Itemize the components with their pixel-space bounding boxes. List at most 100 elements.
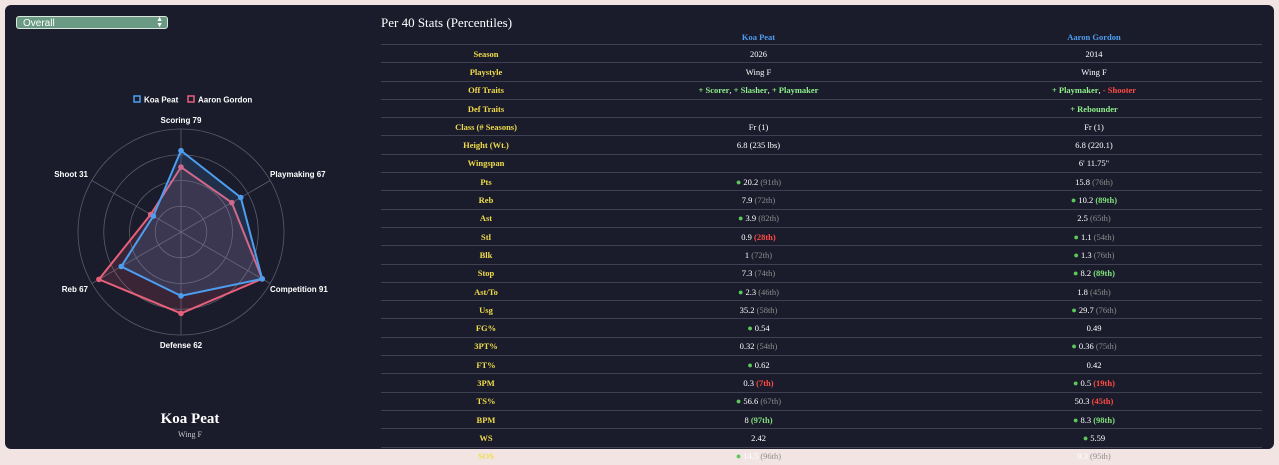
stat-value: 3.9 xyxy=(745,213,757,224)
stat-cell-p1: ● 2.3 (46th) xyxy=(591,281,926,301)
stat-percentile: (74th) xyxy=(754,268,776,279)
stat-value: 1.1 xyxy=(1080,231,1092,242)
radar-point xyxy=(237,194,244,201)
table-row: SOS ● 14.5 (96th) 9.3 (95th) xyxy=(381,446,1262,465)
stat-cell-p1: 0.3 (7th) xyxy=(591,373,926,393)
row-label: Stl xyxy=(381,226,591,246)
stat-cell-p2: ● 1.1 (54th) xyxy=(926,226,1262,246)
green-dot-icon: ● xyxy=(1073,377,1079,388)
row-label: Playstyle xyxy=(381,62,591,82)
radar-series-koa-peat xyxy=(119,149,264,297)
trait-tag: + Slasher xyxy=(733,85,768,96)
player-position: Wing F xyxy=(178,430,202,439)
stat-value: 0.36 xyxy=(1078,341,1094,352)
stat-cell-p2: 0.49 xyxy=(926,318,1262,338)
stat-value: 20.2 xyxy=(743,176,759,187)
header-label xyxy=(381,30,591,45)
trait-tag: + Rebounder xyxy=(1070,103,1118,114)
row-label: Stop xyxy=(381,263,591,283)
stat-cell-p2: 15.8 (76th) xyxy=(926,172,1262,191)
stat-percentile: (75th) xyxy=(1095,341,1117,352)
table-row: Blk 1 (72th) ● 1.3 (76th) xyxy=(381,245,1262,265)
table-row: Reb 7.9 (72th) ● 10.2 (89th) xyxy=(381,190,1262,210)
green-dot-icon: ● xyxy=(1073,231,1079,242)
green-dot-icon: ● xyxy=(735,176,742,187)
row-label: Season xyxy=(381,43,591,63)
stat-value: 10.2 xyxy=(1078,195,1094,206)
traits-cell-p2: + Rebounder xyxy=(926,98,1262,118)
row-label: Class (# Seasons) xyxy=(381,117,591,136)
trait-tag: + Playmaker xyxy=(771,85,819,96)
radar-point xyxy=(118,263,125,270)
stat-cell-p1: Fr (1) xyxy=(591,117,926,136)
stat-cell-p1: ● 3.9 (82th) xyxy=(591,208,926,228)
row-label: WS xyxy=(381,428,591,448)
stat-percentile: (76th) xyxy=(1092,176,1113,187)
table-row: Wingspan 6' 11.75" xyxy=(381,153,1262,173)
stat-cell-p2: ● 29.7 (76th) xyxy=(926,300,1262,319)
stat-value: 7.3 xyxy=(741,268,753,279)
stat-percentile: (76th) xyxy=(1093,249,1115,260)
stat-cell-p2: 0.42 xyxy=(926,355,1262,374)
row-label: 3PT% xyxy=(381,336,591,356)
green-dot-icon: ● xyxy=(747,359,753,370)
table-row: Off Traits + Scorer, + Slasher, + Playmak… xyxy=(381,80,1262,100)
table-row: Ast ● 3.9 (82th) 2.5 (65th) xyxy=(381,208,1262,228)
row-label: TS% xyxy=(381,391,591,411)
stat-value: Fr (1) xyxy=(748,121,769,132)
stat-value: 2014 xyxy=(1085,48,1103,59)
trait-tag: + Scorer xyxy=(698,85,730,96)
table-row: TS% ● 56.6 (67th) 50.3 (45th) xyxy=(381,391,1262,411)
green-dot-icon: ● xyxy=(1073,249,1079,260)
category-select[interactable]: Overall ▲ ▼ xyxy=(16,16,168,29)
traits-cell-p2: + Playmaker, - Shooter xyxy=(926,80,1262,100)
table-row: Class (# Seasons) Fr (1) Fr (1) xyxy=(381,117,1262,136)
table-row: Stl 0.9 (28th) ● 1.1 (54th) xyxy=(381,226,1262,246)
stats-table: Koa Peat Aaron Gordon Season 2026 2014 Play… xyxy=(381,30,1262,465)
legend-swatch-icon xyxy=(133,95,141,103)
stat-percentile: (54th) xyxy=(1093,231,1115,242)
radar-point xyxy=(96,276,102,283)
green-dot-icon: ● xyxy=(735,451,742,462)
stat-value: 29.7 xyxy=(1078,304,1094,315)
stat-cell-p2: ● 8.3 (98th) xyxy=(926,409,1262,429)
stat-percentile: (65th) xyxy=(1089,213,1111,224)
stat-value: 2.3 xyxy=(745,286,757,297)
row-label: Off Traits xyxy=(381,80,591,100)
row-label: Blk xyxy=(381,245,591,265)
green-dot-icon: ● xyxy=(1082,432,1089,443)
radar-point xyxy=(229,199,235,206)
stat-cell-p1: 0.9 (28th) xyxy=(591,226,926,246)
select-arrows-icon: ▲ ▼ xyxy=(156,16,163,29)
header-player1: Koa Peat xyxy=(741,32,776,42)
radar-axis-label: Scoring 79 xyxy=(161,116,202,125)
table-row: Usg 35.2 (58th) ● 29.7 (76th) xyxy=(381,300,1262,319)
row-label: 3PM xyxy=(381,373,591,393)
table-row: Pts ● 20.2 (91th) 15.8 (76th) xyxy=(381,172,1262,191)
stat-cell-p2: 6' 11.75" xyxy=(926,153,1262,173)
table-row: Height (Wt.) 6.8 (235 lbs) 6.8 (220.1) xyxy=(381,135,1262,155)
table-row: WS 2.42 ● 5.59 xyxy=(381,428,1262,448)
stat-value: 6.8 (235 lbs) xyxy=(736,140,781,151)
stat-value: 6.8 (220.1) xyxy=(1075,140,1113,151)
row-label: Usg xyxy=(381,300,591,319)
stat-value: 2.42 xyxy=(751,432,766,443)
stat-cell-p2: Wing F xyxy=(926,62,1262,82)
stat-value: 8.3 xyxy=(1080,414,1092,425)
table-row: FG% ● 0.54 0.49 xyxy=(381,318,1262,338)
stat-value: 8.2 xyxy=(1080,268,1092,279)
stat-value: Wing F xyxy=(745,66,772,77)
stat-cell-p1: ● 20.2 (91th) xyxy=(591,172,926,191)
trait-tag: - Shooter xyxy=(1102,85,1137,96)
stat-cell-p1: 6.8 (235 lbs) xyxy=(591,135,926,155)
green-dot-icon: ● xyxy=(735,396,742,407)
radar-point xyxy=(178,164,184,170)
legend-swatch-icon xyxy=(187,95,195,103)
row-label: Height (Wt.) xyxy=(381,135,591,155)
legend-label: Koa Peat xyxy=(144,96,179,105)
green-dot-icon: ● xyxy=(747,323,753,334)
stat-percentile: (89th) xyxy=(1093,268,1115,279)
stat-percentile: (45th) xyxy=(1091,396,1114,407)
radar-axis-label: Defense 62 xyxy=(160,341,203,350)
green-dot-icon: ● xyxy=(738,213,744,224)
